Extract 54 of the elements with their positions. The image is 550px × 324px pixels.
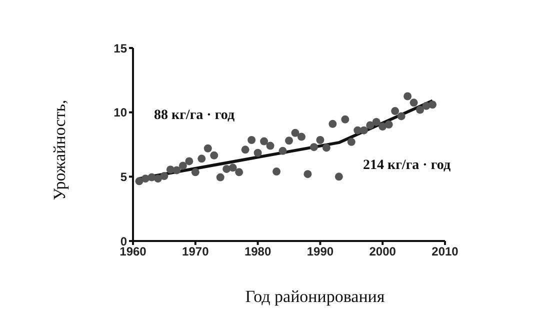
point [378, 122, 387, 130]
x-tick-label: 2000 [369, 244, 396, 259]
point [178, 162, 187, 170]
x-tick-label: 2010 [432, 244, 459, 259]
x-tick-label: 1970 [182, 244, 210, 259]
point [310, 143, 318, 152]
point [204, 144, 212, 152]
point [248, 136, 256, 144]
y-tick-label: 5 [120, 170, 128, 184]
point [391, 107, 400, 116]
point [198, 154, 206, 163]
point [222, 164, 231, 173]
point [384, 120, 393, 129]
point [316, 136, 324, 144]
x-tick-label: 1990 [306, 244, 334, 259]
point [410, 98, 418, 107]
point [372, 118, 380, 126]
point [347, 138, 356, 146]
y-tick-label: 10 [114, 106, 128, 120]
point [260, 137, 268, 146]
annotation: 88 кг/га · год [154, 107, 235, 125]
point [254, 148, 262, 157]
point [334, 172, 343, 181]
x-axis-title: Год районирования [245, 287, 385, 307]
point [160, 172, 168, 180]
point [297, 132, 306, 141]
point [241, 146, 250, 154]
point [278, 146, 287, 155]
point [341, 115, 350, 124]
point [210, 151, 218, 160]
point [285, 136, 293, 145]
point [235, 168, 244, 176]
point [228, 164, 237, 172]
annotation: 214 кг/га · год [363, 157, 451, 175]
point [416, 106, 424, 114]
x-tick-label: 1980 [244, 244, 272, 259]
point [428, 100, 437, 109]
y-axis-title: Урожайность, [50, 100, 70, 200]
point [172, 166, 181, 174]
point [291, 128, 300, 137]
point [266, 142, 274, 150]
point [366, 121, 374, 130]
point [191, 168, 200, 176]
y-tick-label: 15 [114, 41, 128, 56]
point [397, 112, 406, 120]
point [216, 173, 224, 182]
point [322, 144, 330, 152]
point [185, 157, 194, 166]
point [304, 170, 312, 178]
point [328, 120, 337, 128]
point [404, 92, 412, 100]
point [154, 174, 162, 183]
point [360, 126, 368, 134]
point [272, 168, 281, 176]
